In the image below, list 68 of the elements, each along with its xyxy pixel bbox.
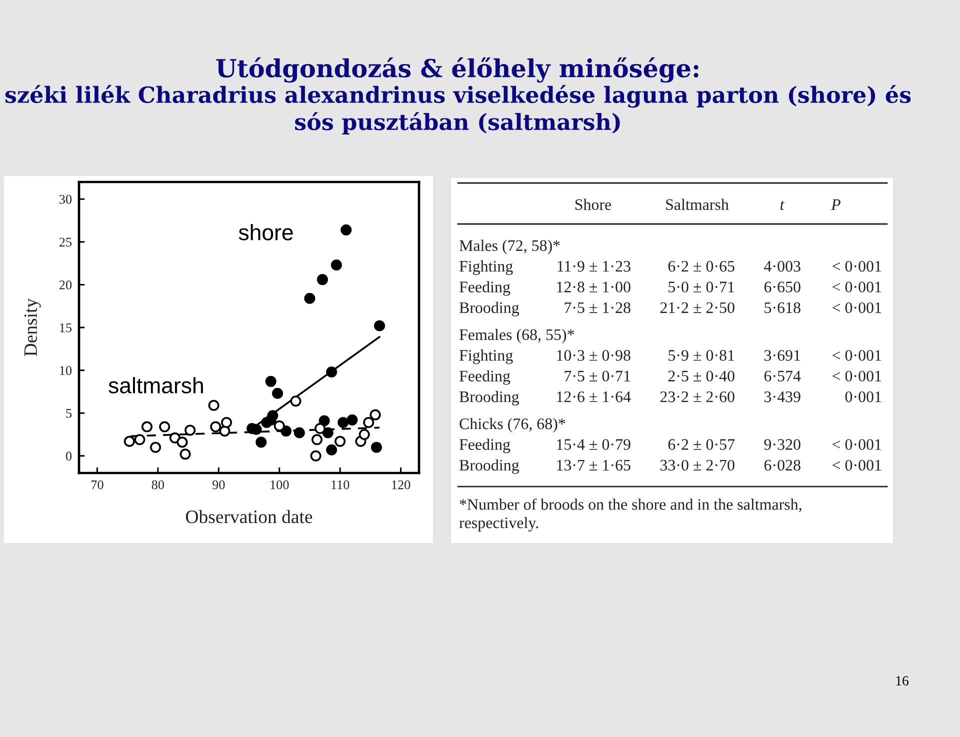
category-label: Fighting	[459, 350, 513, 364]
text: 2·5 ± 0·40	[668, 370, 734, 382]
text: 15·4 ± 0·79	[557, 439, 630, 450]
text: < 0·001	[832, 439, 882, 450]
category-label: Fighting	[459, 260, 513, 275]
text: 13·7 ± 1·65	[557, 460, 630, 471]
category-label: Saltmarsh	[666, 198, 729, 210]
text: 12·6 ± 1·64	[557, 391, 631, 402]
text: shore	[238, 224, 293, 240]
category-label: Shore	[575, 198, 612, 210]
text: < 0·001	[832, 370, 882, 382]
text: < 0·001	[832, 282, 882, 292]
category-label: Feeding	[459, 370, 510, 385]
category-label: Brooding	[459, 390, 520, 406]
text: 6·2 ± 0·57	[668, 439, 735, 450]
x-tick-label: 110	[332, 480, 350, 490]
category-label: Chicks (76, 68)*	[460, 418, 566, 432]
text: < 0·001	[832, 260, 882, 272]
text: 4·003	[764, 260, 800, 272]
y-tick-label: 0	[66, 452, 72, 461]
y-axis-title: Density	[24, 298, 41, 356]
text: 33·0 ± 2·70	[660, 460, 734, 471]
category-label: Brooding	[459, 459, 520, 474]
category-label: Feeding	[459, 438, 510, 454]
x-tick-label: 90	[212, 480, 225, 490]
category-label: Females (68, 55)*	[459, 328, 574, 344]
text: 6·574	[764, 370, 801, 382]
category-label: Feeding	[459, 281, 510, 296]
text: 6·028	[764, 460, 800, 471]
text: < 0·001	[832, 350, 882, 361]
text: 21·2 ± 2·50	[660, 302, 734, 314]
text: 6·2 ± 0·65	[668, 260, 734, 272]
text: 5·0 ± 0·71	[668, 282, 734, 292]
y-tick-label: 25	[59, 238, 72, 247]
text: 3·691	[764, 350, 800, 361]
text: 10·3 ± 0·98	[557, 350, 630, 361]
x-tick-label: 70	[91, 480, 104, 490]
text: 16	[896, 676, 909, 686]
text: 0·001	[845, 391, 882, 402]
x-tick-label: 120	[392, 480, 410, 490]
text: 3·439	[764, 391, 800, 402]
text: 7·5 ± 0·71	[564, 370, 630, 382]
chart-title: Utódgondozás & élőhely minősége:	[216, 57, 698, 83]
text: 6·650	[764, 282, 800, 292]
text: 12·8 ± 1·00	[557, 282, 630, 292]
text: 23·2 ± 2·60	[660, 391, 734, 402]
text: < 0·001	[832, 302, 882, 314]
text: 5·9 ± 0·81	[668, 350, 734, 361]
text: < 0·001	[832, 460, 882, 471]
category-label: Brooding	[459, 302, 520, 316]
text: 11·9 ± 1·23	[558, 260, 630, 272]
y-tick-label: 30	[59, 194, 72, 204]
category-label: t	[780, 200, 785, 210]
y-tick-label: 5	[66, 409, 72, 418]
text: 7·5 ± 1·28	[564, 302, 630, 314]
x-tick-label: 80	[152, 480, 164, 490]
category-label: Males (72, 58)*	[459, 240, 560, 254]
y-tick-label: 15	[60, 323, 72, 332]
text: 9·320	[764, 439, 800, 450]
category-label: P	[831, 199, 840, 210]
y-tick-label: 20	[59, 280, 72, 290]
y-tick-label: 10	[60, 366, 72, 375]
series-label: saltmarsh	[108, 377, 203, 394]
text: *Number of broods on the shore and in the saltmarsh, respectively.	[459, 498, 802, 532]
chart-subtitle: széki lilék Charadrius alexandrinus viselkedése laguna parton (shore) és sós pusztában (saltmarsh)	[5, 85, 911, 135]
x-axis-title: Observation date	[186, 510, 312, 524]
x-tick-label: 100	[270, 480, 289, 490]
text: 5·618	[764, 302, 800, 314]
